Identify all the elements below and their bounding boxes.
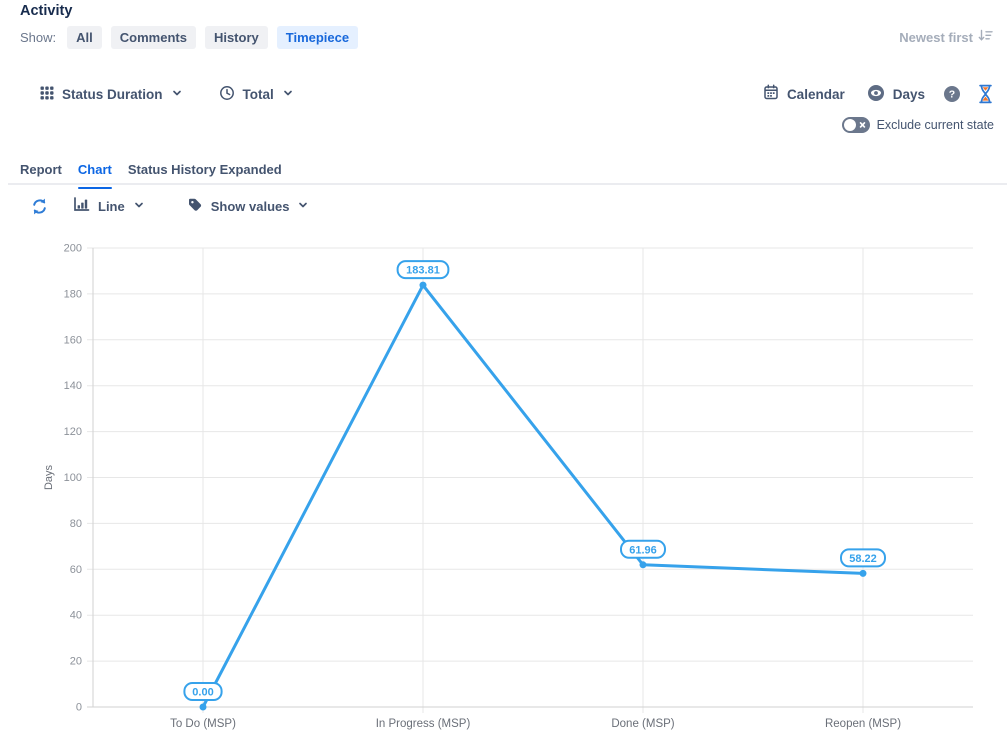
data-label: 183.81	[406, 265, 440, 277]
exclude-current-state-row: Exclude current state	[841, 117, 994, 133]
x-tick-label: To Do (MSP)	[170, 718, 236, 730]
y-tick-label: 40	[70, 610, 82, 622]
clock-icon	[219, 85, 235, 104]
data-label-box	[840, 548, 886, 568]
hourglass-icon	[979, 84, 992, 104]
tab-chart[interactable]: Chart	[77, 160, 112, 189]
bar-chart-icon	[73, 197, 90, 215]
page-title: Activity	[20, 3, 73, 19]
x-tick-label: Done (MSP)	[611, 718, 674, 730]
y-tick-label: 200	[64, 243, 82, 255]
sort-order-button[interactable]: Newest first	[899, 29, 993, 45]
exclude-current-state-label: Exclude current state	[876, 118, 994, 132]
help-icon: ?	[944, 86, 960, 102]
toggle-x-icon	[859, 122, 865, 128]
chart-type-label: Line	[98, 198, 125, 214]
calendar-button-label: Calendar	[786, 86, 845, 102]
calendar-button[interactable]: Calendar	[763, 84, 845, 104]
aggregation-dropdown[interactable]: Total	[219, 85, 294, 104]
chart-type-dropdown[interactable]: Line	[73, 197, 145, 215]
exclude-current-state-toggle[interactable]	[841, 117, 870, 133]
y-tick-label: 100	[64, 472, 82, 484]
y-tick-label: 20	[70, 656, 82, 668]
show-label: Show:	[20, 29, 57, 45]
sort-order-label: Newest first	[899, 29, 973, 45]
timepiece-hourglass-button[interactable]	[977, 84, 994, 104]
grid-icon	[40, 86, 54, 103]
data-label-box	[620, 539, 666, 559]
chart-controls: Line Show values	[30, 194, 309, 218]
y-axis-title: Days	[43, 464, 55, 490]
data-label-box	[183, 682, 223, 701]
view-tabs: Report Chart Status History Expanded	[20, 160, 282, 189]
aggregation-dropdown-label: Total	[242, 86, 274, 102]
tab-status-history-expanded[interactable]: Status History Expanded	[128, 160, 282, 188]
show-values-dropdown[interactable]: Show values	[187, 197, 310, 216]
chevron-down-icon	[171, 87, 183, 102]
y-tick-label: 160	[64, 334, 82, 346]
refresh-icon	[33, 198, 46, 214]
x-tick-label: Reopen (MSP)	[825, 718, 901, 730]
y-tick-label: 60	[70, 564, 82, 576]
data-point	[859, 569, 867, 577]
line-chart[interactable]: 0 20 40 60 80 100 120 140 160 180 200 To Do (MSP) In…	[0, 232, 1007, 747]
filter-history-button[interactable]: History	[204, 25, 268, 49]
metric-dropdown-label: Status Duration	[62, 86, 163, 102]
x-tick-label: In Progress (MSP)	[376, 718, 471, 730]
data-point	[639, 561, 647, 569]
activity-filter-bar: Show: All Comments History Timepiece	[20, 25, 359, 49]
tab-report[interactable]: Report	[20, 160, 62, 188]
filter-all-button[interactable]: All	[67, 25, 102, 49]
data-point	[419, 281, 427, 289]
tabs-divider	[8, 183, 1007, 185]
series-line	[201, 283, 865, 709]
sort-descending-icon	[978, 29, 993, 45]
data-label: 61.96	[629, 544, 657, 556]
data-point	[199, 703, 207, 711]
chevron-down-icon	[297, 199, 309, 214]
y-tick-label: 80	[70, 518, 82, 530]
show-values-label: Show values	[210, 198, 290, 214]
y-tick-label: 0	[76, 702, 82, 714]
data-label-box	[396, 260, 450, 280]
y-tick-label: 180	[64, 288, 82, 300]
unit-days-label: Days	[892, 86, 925, 102]
timepiece-toolbar: Status Duration Total	[40, 81, 994, 107]
y-tick-label: 140	[64, 380, 82, 392]
help-button[interactable]: ?	[943, 85, 961, 103]
metric-dropdown[interactable]: Status Duration	[40, 86, 183, 103]
unit-days-button[interactable]: Days	[867, 84, 925, 105]
calendar-icon	[763, 84, 779, 104]
chevron-down-icon	[282, 87, 294, 102]
refresh-button[interactable]	[30, 197, 49, 216]
filter-timepiece-button[interactable]: Timepiece	[276, 25, 359, 49]
data-label: 0.00	[192, 687, 213, 699]
help-glyph: ?	[949, 89, 955, 101]
y-tick-label: 120	[64, 426, 82, 438]
toolbar-right-group: Calendar Days ?	[763, 84, 994, 105]
chevron-down-icon	[133, 199, 145, 214]
filter-comments-button[interactable]: Comments	[110, 25, 196, 49]
eye-icon	[867, 84, 885, 105]
tag-icon	[187, 197, 203, 216]
data-label: 58.22	[849, 553, 877, 565]
